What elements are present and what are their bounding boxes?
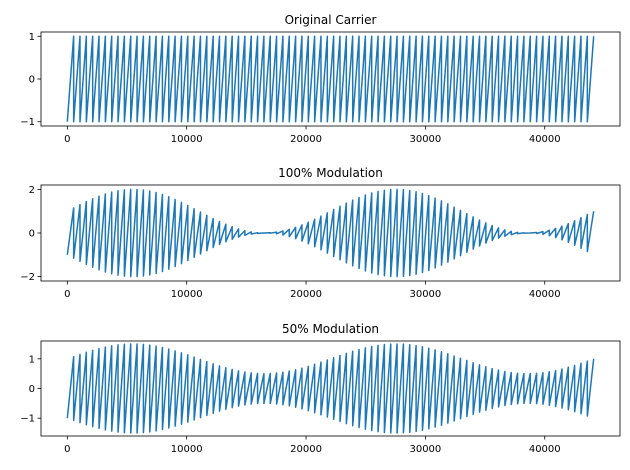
x-tick-label: 30000 [409, 134, 441, 145]
y-tick-label: −1 [20, 117, 35, 128]
y-tick-label: −2 [20, 272, 35, 283]
x-axis-ticks: 0 10000 20000 30000 40000 [64, 126, 561, 145]
x-tick-label: 10000 [171, 444, 203, 455]
waveform-line [66, 188, 595, 278]
x-tick-label: 40000 [529, 134, 561, 145]
y-tick-label: 1 [29, 354, 35, 365]
subplot-title: 50% Modulation [282, 322, 379, 336]
y-tick-label: 0 [29, 384, 35, 395]
x-tick-label: 30000 [409, 289, 441, 300]
subplot-title: Original Carrier [285, 13, 377, 27]
waveform-line [66, 343, 595, 434]
x-tick-label: 20000 [290, 134, 322, 145]
subplot-original-carrier: Original Carrier 0 10000 20000 30000 40000 −… [20, 13, 621, 145]
subplot-50-percent-modulation: 50% Modulation 0 10000 20000 30000 40000 −1 0… [20, 322, 621, 455]
y-axis-ticks: −1 0 1 [20, 32, 41, 128]
subplot-100-percent-modulation: 100% Modulation 0 10000 20000 30000 40000 −2… [20, 166, 621, 300]
x-tick-label: 20000 [290, 444, 322, 455]
x-tick-label: 20000 [290, 289, 322, 300]
x-tick-label: 0 [64, 134, 70, 145]
y-tick-label: 1 [29, 32, 35, 43]
x-tick-label: 0 [64, 444, 70, 455]
y-axis-ticks: −2 0 2 [20, 185, 41, 283]
y-tick-label: 2 [29, 185, 35, 196]
x-tick-label: 40000 [529, 289, 561, 300]
subplot-title: 100% Modulation [278, 166, 383, 180]
x-tick-label: 0 [64, 289, 70, 300]
waveform-path [66, 188, 595, 278]
waveform-path [66, 35, 595, 123]
y-tick-label: 0 [29, 75, 35, 86]
x-tick-label: 40000 [529, 444, 561, 455]
x-tick-label: 10000 [171, 289, 203, 300]
x-tick-label: 30000 [409, 444, 441, 455]
y-tick-label: 0 [29, 229, 35, 240]
y-axis-ticks: −1 0 1 [20, 354, 41, 425]
x-axis-ticks: 0 10000 20000 30000 40000 [64, 281, 561, 300]
x-tick-label: 10000 [171, 134, 203, 145]
y-tick-label: −1 [20, 414, 35, 425]
x-axis-ticks: 0 10000 20000 30000 40000 [64, 436, 561, 455]
waveform-path [66, 343, 595, 434]
waveform-line [66, 35, 595, 123]
